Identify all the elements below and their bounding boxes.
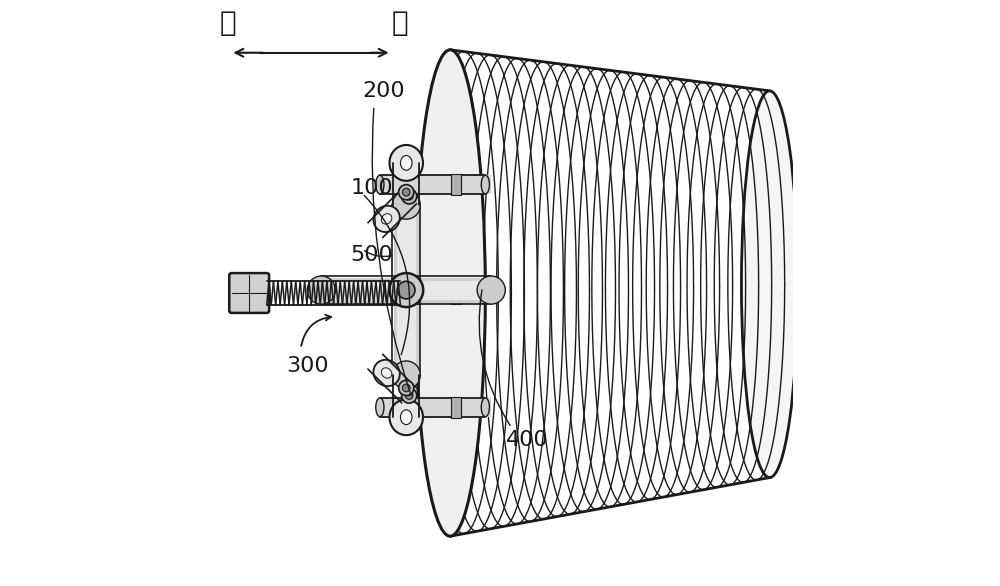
Ellipse shape [400, 410, 412, 425]
Ellipse shape [373, 206, 400, 232]
Text: 外: 外 [219, 9, 236, 38]
Text: 500: 500 [351, 245, 393, 265]
Ellipse shape [741, 91, 798, 478]
Ellipse shape [399, 185, 414, 200]
Ellipse shape [405, 391, 413, 400]
Ellipse shape [389, 273, 423, 307]
Bar [451, 174, 461, 195]
Ellipse shape [307, 276, 335, 304]
Text: 200: 200 [362, 81, 405, 101]
Ellipse shape [376, 398, 384, 417]
Ellipse shape [477, 276, 505, 304]
Ellipse shape [376, 175, 384, 194]
Text: 400: 400 [506, 430, 548, 449]
Ellipse shape [389, 399, 423, 435]
Ellipse shape [415, 50, 485, 536]
Ellipse shape [381, 214, 392, 224]
Bar [451, 397, 461, 418]
Text: 300: 300 [286, 356, 329, 376]
Ellipse shape [373, 360, 400, 386]
Ellipse shape [474, 283, 489, 304]
Ellipse shape [481, 398, 489, 417]
Ellipse shape [478, 288, 485, 298]
Ellipse shape [399, 380, 414, 396]
Ellipse shape [397, 281, 415, 299]
Text: 内: 内 [392, 9, 409, 38]
Ellipse shape [481, 175, 489, 194]
Ellipse shape [481, 284, 489, 302]
Ellipse shape [389, 145, 423, 181]
Ellipse shape [402, 388, 417, 403]
Ellipse shape [392, 191, 420, 219]
Ellipse shape [376, 284, 384, 302]
Ellipse shape [400, 155, 412, 171]
Text: 100: 100 [351, 178, 393, 197]
Ellipse shape [402, 188, 410, 196]
Ellipse shape [381, 368, 392, 378]
Bar [451, 282, 461, 304]
Ellipse shape [392, 361, 420, 389]
FancyBboxPatch shape [229, 273, 269, 313]
Ellipse shape [405, 192, 413, 200]
Ellipse shape [402, 384, 410, 392]
Ellipse shape [402, 189, 417, 204]
